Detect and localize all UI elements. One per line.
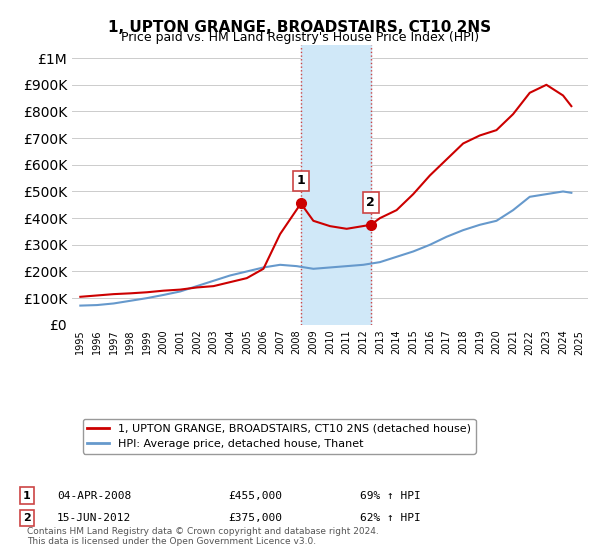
Text: 69% ↑ HPI: 69% ↑ HPI bbox=[360, 491, 421, 501]
Text: 15-JUN-2012: 15-JUN-2012 bbox=[57, 513, 131, 523]
Text: 2: 2 bbox=[23, 513, 31, 523]
Text: 2: 2 bbox=[367, 196, 375, 209]
Text: 62% ↑ HPI: 62% ↑ HPI bbox=[360, 513, 421, 523]
Text: £375,000: £375,000 bbox=[228, 513, 282, 523]
Text: Contains HM Land Registry data © Crown copyright and database right 2024.
This d: Contains HM Land Registry data © Crown c… bbox=[27, 526, 379, 546]
Bar bbox=[301, 45, 371, 325]
Legend: 1, UPTON GRANGE, BROADSTAIRS, CT10 2NS (detached house), HPI: Average price, det: 1, UPTON GRANGE, BROADSTAIRS, CT10 2NS (… bbox=[83, 419, 476, 454]
Text: 1: 1 bbox=[23, 491, 31, 501]
Text: Price paid vs. HM Land Registry's House Price Index (HPI): Price paid vs. HM Land Registry's House … bbox=[121, 31, 479, 44]
Text: 1: 1 bbox=[296, 175, 305, 188]
Text: £455,000: £455,000 bbox=[228, 491, 282, 501]
Text: 1, UPTON GRANGE, BROADSTAIRS, CT10 2NS: 1, UPTON GRANGE, BROADSTAIRS, CT10 2NS bbox=[109, 20, 491, 35]
Text: 04-APR-2008: 04-APR-2008 bbox=[57, 491, 131, 501]
